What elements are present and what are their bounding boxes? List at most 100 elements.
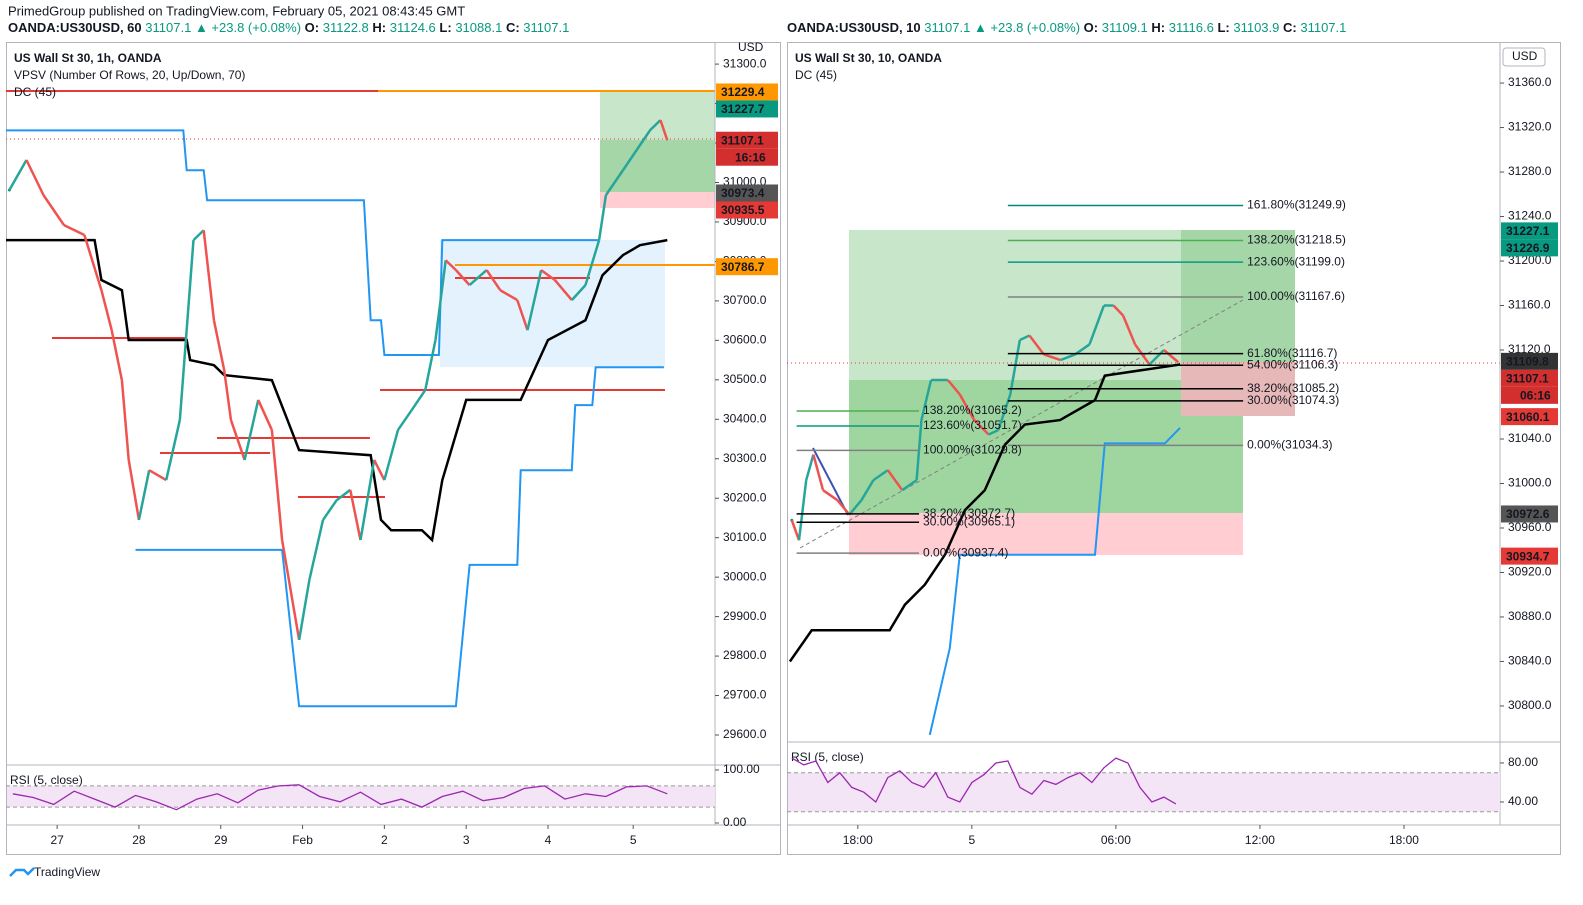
symbol-part: O:	[305, 20, 319, 35]
price-badge	[1501, 369, 1558, 387]
vpsv-box	[440, 240, 665, 367]
fib-label: 138.20%(31218.5)	[1247, 233, 1346, 247]
x-tick-label: 28	[132, 833, 146, 847]
x-tick-label: 06:00	[1101, 833, 1131, 847]
price-segment	[424, 339, 437, 391]
price-segment	[1148, 349, 1165, 366]
y-tick-label: 29800.0	[723, 648, 767, 662]
price-segment	[553, 279, 573, 301]
price-segment	[349, 489, 362, 541]
symbol-part: L:	[439, 20, 451, 35]
price-badge	[1501, 547, 1558, 565]
y-tick-label: 31200.0	[1508, 253, 1552, 267]
x-tick-label: Feb	[292, 833, 313, 847]
symbol-part: 31122.8	[323, 20, 369, 35]
price-segment	[805, 454, 815, 481]
y-tick-label: 31240.0	[1508, 209, 1552, 223]
price-segment	[222, 369, 233, 421]
x-tick-label: 3	[463, 833, 470, 847]
x-tick-label: 5	[630, 833, 637, 847]
price-segment	[243, 399, 260, 461]
price-segment	[526, 269, 543, 331]
legend-item: US Wall St 30, 10, OANDA	[795, 51, 942, 65]
symbol-part: C:	[506, 20, 520, 35]
symbol-part: H:	[372, 20, 386, 35]
price-segment	[321, 499, 338, 521]
price-segment	[540, 269, 556, 281]
price-segment	[570, 284, 587, 301]
y-tick-label: 31040.0	[1508, 431, 1552, 445]
price-badge-label: 30935.5	[721, 203, 765, 217]
price-segment	[25, 159, 45, 196]
y-tick-label: 30500.0	[723, 372, 767, 386]
x-tick-label: 27	[50, 833, 64, 847]
symbol-part: 31107.1	[145, 20, 191, 35]
price-segment	[410, 389, 427, 411]
price-badge	[1501, 505, 1558, 523]
price-segment	[192, 229, 205, 242]
y-tick-label: 29700.0	[723, 688, 767, 702]
price-segment	[973, 419, 990, 436]
y-tick-label: 30920.0	[1508, 565, 1552, 579]
symbol-part: ▲ +23.8 (+0.08%)	[974, 20, 1080, 35]
symbol-part: 31107.1	[1300, 20, 1346, 35]
price-badge	[716, 184, 778, 202]
price-segment	[8, 159, 28, 191]
price-badge-label: 30972.6	[1506, 507, 1550, 521]
currency-button[interactable]	[1502, 47, 1546, 67]
symbol-part: 31124.6	[390, 20, 436, 35]
fib-label: 100.00%(31029.8)	[923, 443, 1022, 457]
brand-logo	[9, 867, 35, 877]
legend-item: VPSV (Number Of Rows, 20, Up/Down, 70)	[14, 68, 245, 82]
price-segment	[1043, 353, 1062, 362]
price-badge	[1501, 222, 1558, 240]
x-tick-label: 29	[214, 833, 228, 847]
symbol-part: 31088.1	[455, 20, 502, 35]
target-zone	[1181, 230, 1295, 362]
x-tick-label: 18:00	[1389, 833, 1419, 847]
price-badge-label: 16:16	[735, 150, 766, 164]
price-badge-label: 30786.7	[721, 260, 765, 274]
trend-line	[812, 447, 849, 516]
fib-label: 123.60%(31051.7)	[923, 418, 1022, 432]
price-segment	[621, 149, 638, 171]
price-segment	[988, 428, 999, 436]
price-segment	[120, 380, 130, 461]
price-segment	[137, 469, 151, 521]
symbol-part: 31109.1	[1102, 20, 1148, 35]
symbol-line: OANDA:US30USD, 10 31107.1 ▲ +23.8 (+0.08…	[787, 20, 1346, 35]
price-segment	[291, 599, 301, 641]
price-segment	[383, 429, 400, 481]
price-segment	[42, 194, 65, 226]
price-segment	[396, 409, 413, 431]
price-segment	[202, 230, 216, 321]
fib-label: 100.00%(31167.6)	[1247, 289, 1345, 303]
price-segment	[257, 399, 274, 431]
price-segment	[812, 454, 825, 491]
price-badge	[1501, 386, 1558, 404]
price-segment	[790, 519, 801, 541]
price-badge	[1501, 408, 1558, 426]
symbol-part: 31107.1	[924, 20, 970, 35]
y-tick-label: 40.00	[1508, 794, 1538, 808]
fib-label: 61.80%(31116.7)	[1247, 346, 1337, 360]
price-badge-label: 31226.9	[1506, 241, 1550, 255]
y-tick-label: 31120.0	[1508, 342, 1551, 356]
fib-label: 54.00%(31106.3)	[1247, 357, 1338, 371]
price-segment	[110, 329, 124, 381]
price-segment	[148, 469, 167, 482]
price-badge-label: 31227.7	[721, 102, 765, 116]
price-segment	[499, 289, 518, 302]
y-tick-label: 30400.0	[723, 411, 767, 425]
price-badge-label: 31107.1	[721, 133, 764, 147]
trend-line	[799, 299, 1244, 549]
price-segment	[1074, 343, 1091, 356]
price-segment	[1060, 353, 1076, 362]
price-segment	[212, 319, 226, 371]
y-tick-label: 31320.0	[1508, 120, 1552, 134]
price-segment	[886, 469, 904, 491]
price-segment	[797, 480, 808, 541]
legend-item: DC (45)	[795, 68, 837, 82]
price-segment	[659, 119, 669, 141]
y-tick-label: 30100.0	[723, 530, 767, 544]
